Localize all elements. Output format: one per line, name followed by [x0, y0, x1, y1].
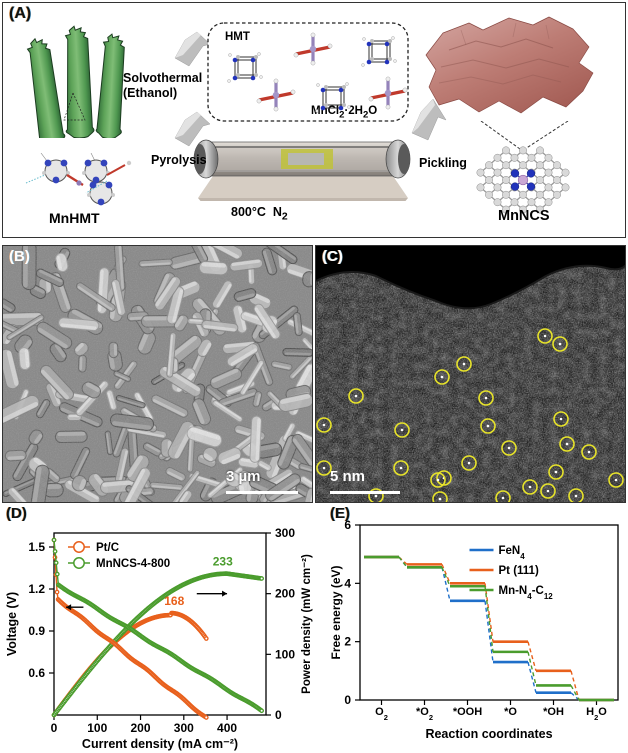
svg-text:100: 100 [275, 647, 295, 661]
svg-text:1.5: 1.5 [28, 540, 45, 554]
svg-text:H2O: H2O [586, 706, 607, 722]
svg-text:MnNCS-4-800: MnNCS-4-800 [96, 558, 170, 570]
svg-text:Reaction coordinates: Reaction coordinates [425, 727, 552, 741]
svg-text:*O2: *O2 [416, 706, 433, 722]
svg-text:0.6: 0.6 [28, 666, 45, 680]
svg-text:1.2: 1.2 [28, 582, 45, 596]
svg-text:168: 168 [164, 594, 184, 608]
svg-text:*OOH: *OOH [453, 706, 482, 718]
svg-text:Voltage (V): Voltage (V) [5, 592, 19, 656]
svg-text:2: 2 [344, 635, 351, 649]
svg-text:Free energy (eV): Free energy (eV) [330, 565, 343, 659]
svg-text:0: 0 [275, 708, 282, 722]
svg-text:O2: O2 [375, 706, 388, 722]
svg-text:*OH: *OH [543, 706, 564, 718]
svg-text:300: 300 [275, 526, 295, 540]
svg-text:Pt (111): Pt (111) [499, 565, 539, 577]
svg-text:Pt/C: Pt/C [96, 542, 119, 554]
svg-text:200: 200 [275, 587, 295, 601]
svg-text:*O: *O [504, 706, 517, 718]
svg-text:Mn-N4-C12: Mn-N4-C12 [499, 585, 554, 601]
svg-text:Power density (mW cm⁻²): Power density (mW cm⁻²) [301, 554, 313, 694]
svg-text:100: 100 [87, 721, 107, 735]
svg-text:4: 4 [344, 576, 351, 590]
svg-text:400: 400 [217, 721, 237, 735]
svg-text:0: 0 [51, 721, 58, 735]
svg-text:233: 233 [213, 555, 233, 569]
svg-text:0: 0 [344, 693, 351, 707]
svg-text:FeN4: FeN4 [499, 545, 526, 561]
svg-text:200: 200 [131, 721, 151, 735]
svg-text:Current density (mA cm⁻²): Current density (mA cm⁻²) [82, 737, 238, 751]
svg-text:0.9: 0.9 [28, 624, 45, 638]
svg-text:300: 300 [174, 721, 194, 735]
